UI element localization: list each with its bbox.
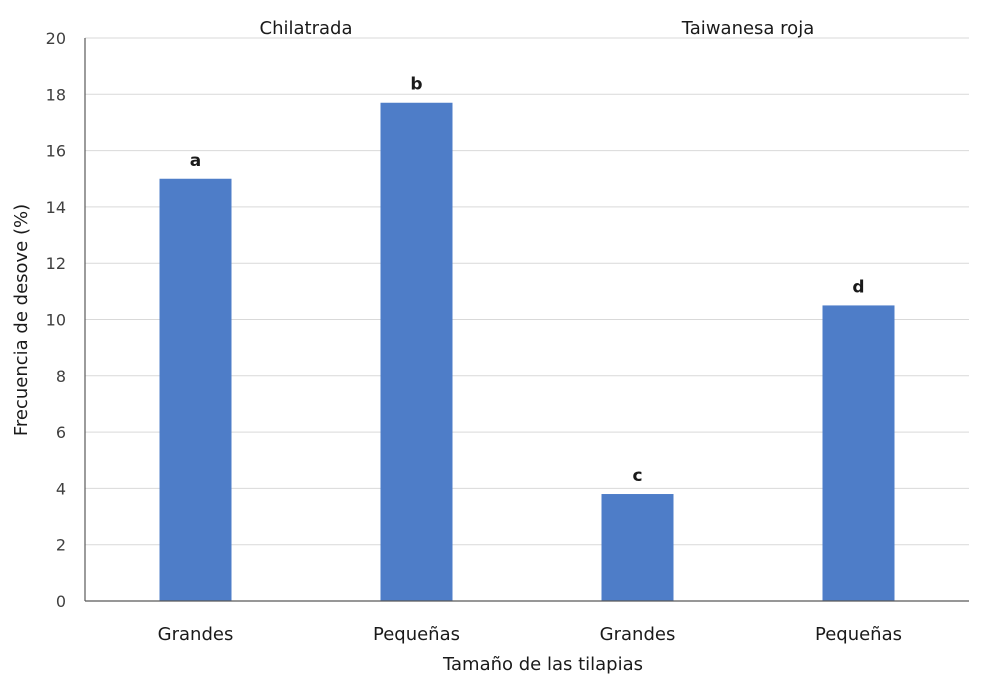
group-label: Taiwanesa roja [681,18,814,39]
y-tick-label: 16 [46,142,66,161]
group-label: Chilatrada [260,18,353,39]
x-tick-label: Grandes [600,624,676,645]
y-tick-label: 8 [56,367,66,386]
x-tick-label: Pequeñas [815,624,902,645]
x-tick-label: Grandes [158,624,234,645]
data-label: a [190,151,201,171]
y-tick-label: 20 [46,29,66,48]
x-axis-title: Tamaño de las tilapias [442,654,643,675]
bar [380,102,453,602]
bar [822,305,895,601]
y-tick-label: 6 [56,423,66,442]
bar [159,178,232,601]
x-tick-label: Pequeñas [373,624,460,645]
y-tick-label: 14 [46,198,66,217]
bars [159,102,895,602]
y-tick-label: 12 [46,254,66,273]
gridlines [85,37,969,546]
labels: 0 2 4 6 8 10 12 14 16 18 20 a Grandes b Pequeñas c Grand… [46,18,902,645]
y-tick-label: 2 [56,536,66,555]
y-tick-label: 18 [46,85,66,104]
y-axis-title: Frecuencia de desove (%) [11,204,32,436]
axes [84,38,969,602]
data-label: c [632,466,642,486]
y-tick-label: 0 [56,592,66,611]
bar [601,494,674,601]
y-tick-label: 10 [46,311,66,330]
data-label: d [852,277,864,297]
data-label: b [410,75,422,95]
y-tick-label: 4 [56,479,66,498]
